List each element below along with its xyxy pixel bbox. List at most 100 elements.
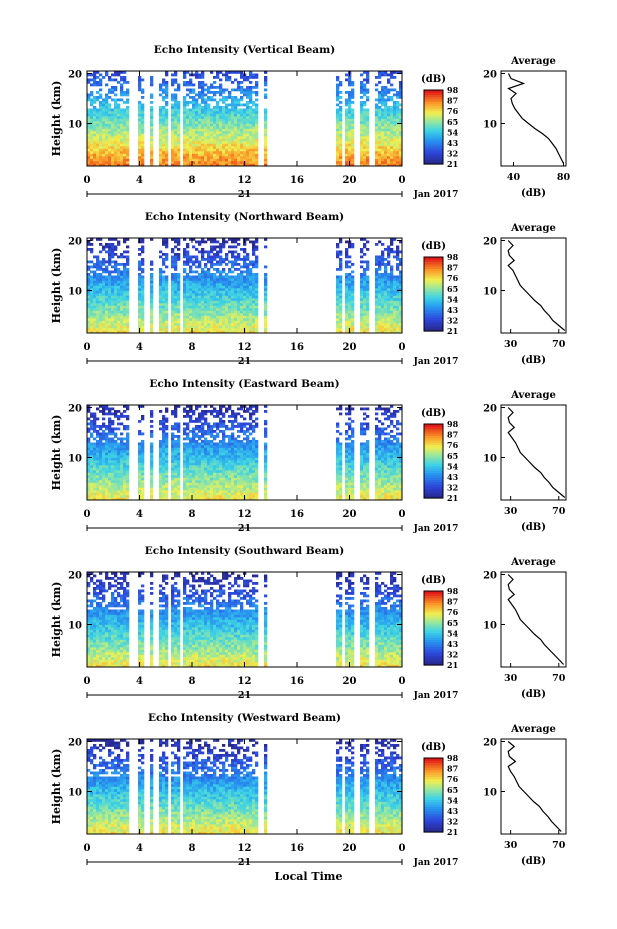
heatmap-cell [201, 141, 205, 144]
heatmap-cell [222, 308, 226, 311]
heatmap-cell [123, 250, 127, 254]
heatmap-cell [198, 328, 202, 331]
heatmap-cell [255, 91, 259, 94]
heatmap-cell [366, 88, 370, 92]
heatmap-cell [198, 148, 202, 152]
heatmap-cell [138, 106, 142, 109]
heatmap-cell [201, 98, 205, 102]
colorbar-swatch [424, 110, 443, 114]
heatmap-cell [186, 153, 190, 157]
heatmap-cell [237, 273, 241, 276]
heatmap-cell [120, 280, 124, 284]
heatmap-cell [243, 78, 247, 82]
heatmap-cell [210, 285, 214, 289]
heatmap-cell [93, 255, 97, 259]
heatmap-cell [216, 240, 220, 244]
heatmap-cell [255, 143, 259, 147]
heatmap-cell [87, 298, 91, 301]
heatmap-cell [108, 133, 112, 137]
heatmap-cell [243, 293, 247, 296]
heatmap-cell [105, 118, 109, 122]
heatmap-cell [177, 280, 181, 284]
heatmap-cell [126, 432, 130, 436]
heatmap-cell [240, 143, 244, 147]
heatmap-cell [387, 308, 391, 311]
heatmap-cell [201, 298, 205, 301]
heatmap-cell [387, 328, 391, 331]
heatmap-cell [360, 328, 364, 331]
heatmap-cell [363, 78, 367, 82]
heatmap-cell [198, 96, 202, 99]
heatmap-cell [375, 330, 379, 334]
heatmap-cell [378, 116, 382, 119]
heatmap-cell [96, 482, 100, 486]
heatmap-cell [99, 470, 103, 473]
heatmap-cell [138, 76, 142, 79]
heatmap-cell [336, 121, 340, 124]
heatmap-cell [339, 158, 343, 162]
heatmap-cell [243, 313, 247, 316]
heatmap-cell [123, 91, 127, 94]
heatmap-cell [123, 497, 127, 501]
heatmap-cell [387, 108, 391, 112]
heatmap-cell [165, 285, 169, 289]
heatmap-cell [213, 295, 217, 299]
heatmap-cell [210, 250, 214, 254]
heatmap-cell [96, 425, 100, 428]
heatmap-cell [186, 138, 190, 142]
heatmap-cell [159, 310, 163, 314]
heatmap-cell [117, 415, 121, 418]
heatmap-cell [219, 325, 223, 329]
heatmap-cell [102, 106, 106, 109]
heatmap-cell [264, 78, 268, 82]
heatmap-cell [216, 103, 220, 107]
heatmap-cell [99, 288, 103, 291]
heatmap-cell [384, 275, 388, 279]
heatmap-cell [249, 93, 253, 97]
heatmap-cell [99, 482, 103, 486]
heatmap-cell [204, 88, 208, 92]
heatmap-cell [231, 108, 235, 112]
heatmap-cell [246, 96, 250, 99]
heatmap-cell [396, 123, 400, 127]
heatmap-cell [120, 131, 124, 134]
heatmap-cell [360, 91, 364, 94]
heatmap-cell [183, 118, 187, 122]
heatmap-cell [87, 447, 91, 451]
heatmap-cell [114, 118, 118, 122]
heatmap-cell [336, 253, 340, 256]
heatmap-cell [96, 116, 100, 119]
heatmap-cell [162, 153, 166, 157]
heatmap-cell [225, 146, 229, 149]
heatmap-cell [159, 161, 163, 164]
heatmap-cell [240, 146, 244, 149]
heatmap-cell [126, 163, 130, 167]
heatmap-cell [90, 330, 94, 334]
heatmap-cell [390, 163, 394, 167]
heatmap-cell [345, 108, 349, 112]
heatmap-cell [102, 318, 106, 321]
heatmap-cell [351, 141, 355, 144]
heatmap-cell [108, 76, 112, 79]
heatmap-cell [243, 280, 247, 284]
heatmap-cell [114, 477, 118, 481]
heatmap-cell [189, 136, 193, 139]
heatmap-cell [399, 323, 403, 326]
colorbar-unit: (dB) [421, 74, 446, 85]
heatmap-cell [237, 330, 241, 334]
heatmap-cell [177, 88, 181, 92]
heatmap-cell [114, 492, 118, 496]
heatmap-cell [165, 450, 169, 453]
heatmap-cell [93, 318, 97, 321]
heatmap-cell [123, 492, 127, 496]
heatmap-cell [339, 133, 343, 137]
heatmap-cell [252, 273, 256, 276]
heatmap-cell [366, 153, 370, 157]
heatmap-cell [228, 323, 232, 326]
heatmap-cell [384, 126, 388, 129]
heatmap-cell [120, 153, 124, 157]
heatmap-cell [111, 73, 115, 77]
heatmap-cell [246, 108, 250, 112]
heatmap-cell [231, 320, 235, 324]
heatmap-cell [186, 81, 190, 84]
